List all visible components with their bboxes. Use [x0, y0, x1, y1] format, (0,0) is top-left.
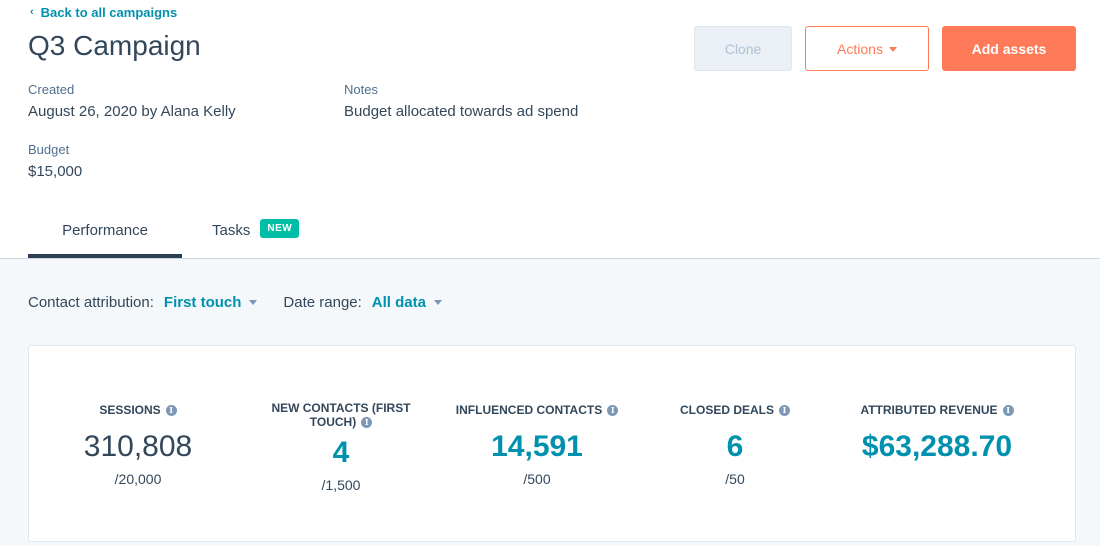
metric-label: NEW CONTACTS (FIRST TOUCH) i — [256, 401, 426, 429]
clone-button[interactable]: Clone — [694, 26, 792, 71]
metric-sessions: SESSIONS i 310,808 /20,000 — [43, 401, 233, 487]
tab-tasks-label: Tasks — [212, 222, 251, 239]
metric-value: $63,288.70 — [861, 430, 1013, 463]
chevron-left-icon: ‹ — [30, 6, 34, 18]
new-badge: NEW — [260, 219, 300, 238]
actions-button-label: Actions — [837, 40, 883, 57]
metric-attributed-revenue: ATTRIBUTED REVENUE i $63,288.70 — [832, 401, 1042, 465]
caret-down-icon — [433, 300, 442, 305]
metric-label-text: ATTRIBUTED REVENUE — [860, 403, 998, 417]
metric-goal: /1,500 — [321, 477, 361, 493]
created-label: Created — [28, 82, 75, 97]
metric-label-text: CLOSED DEALS — [679, 403, 774, 417]
budget-label: Budget — [28, 142, 70, 157]
info-icon[interactable]: i — [165, 404, 177, 416]
metric-closed-deals: CLOSED DEALS i 6 /50 — [640, 401, 830, 487]
caret-down-icon — [249, 300, 258, 305]
metric-value: 14,591 — [491, 430, 583, 463]
metric-value: 4 — [332, 436, 350, 469]
filter-bar: Contact attribution: First touch Date ra… — [28, 294, 442, 311]
metric-value: 310,808 — [83, 430, 193, 463]
tab-performance[interactable]: Performance — [28, 214, 182, 258]
tab-tasks[interactable]: Tasks NEW — [212, 214, 322, 258]
notes-label: Notes — [344, 82, 378, 97]
caret-down-icon — [888, 47, 897, 52]
metric-label: SESSIONS i — [99, 403, 177, 417]
back-link-label: Back to all campaigns — [40, 5, 178, 20]
metric-label: ATTRIBUTED REVENUE i — [860, 403, 1014, 417]
campaign-header: ‹ Back to all campaigns Q3 Campaign Clon… — [0, 0, 1100, 258]
actions-dropdown-button[interactable]: Actions — [805, 26, 929, 71]
attribution-filter-label: Contact attribution: — [28, 294, 154, 311]
metric-label-text: NEW CONTACTS (FIRST TOUCH) — [271, 401, 411, 429]
date-range-filter-label: Date range: — [283, 294, 362, 311]
metric-value: 6 — [726, 430, 744, 463]
metrics-card: SESSIONS i 310,808 /20,000 NEW CONTACTS (… — [28, 345, 1076, 542]
date-range-filter-value: All data — [371, 294, 426, 311]
attribution-filter-dropdown[interactable]: First touch — [164, 294, 258, 311]
attribution-filter-value: First touch — [163, 294, 242, 311]
info-icon[interactable]: i — [361, 417, 373, 429]
add-assets-button[interactable]: Add assets — [942, 26, 1076, 71]
info-icon[interactable]: i — [779, 404, 790, 416]
date-range-filter-dropdown[interactable]: All data — [372, 294, 442, 311]
page-title: Q3 Campaign — [28, 30, 201, 61]
performance-panel: Contact attribution: First touch Date ra… — [0, 258, 1100, 546]
metric-new-contacts: NEW CONTACTS (FIRST TOUCH) i 4 /1,500 — [246, 401, 436, 493]
back-to-campaigns-link[interactable]: ‹ Back to all campaigns — [30, 5, 177, 20]
created-value: August 26, 2020 by Alana Kelly — [28, 103, 236, 120]
metric-label-text: INFLUENCED CONTACTS — [455, 403, 603, 417]
info-icon[interactable]: i — [1002, 404, 1014, 416]
notes-value: Budget allocated towards ad spend — [344, 103, 579, 120]
info-icon[interactable]: i — [607, 404, 619, 416]
metric-goal: /20,000 — [114, 471, 162, 487]
budget-value: $15,000 — [28, 163, 83, 180]
metric-goal: /50 — [725, 471, 745, 487]
metric-influenced-contacts: INFLUENCED CONTACTS i 14,591 /500 — [442, 401, 632, 487]
metric-goal: /500 — [523, 471, 551, 487]
metric-label-text: SESSIONS — [99, 403, 161, 417]
metric-label: CLOSED DEALS i — [680, 403, 790, 417]
metric-label: INFLUENCED CONTACTS i — [455, 403, 619, 417]
